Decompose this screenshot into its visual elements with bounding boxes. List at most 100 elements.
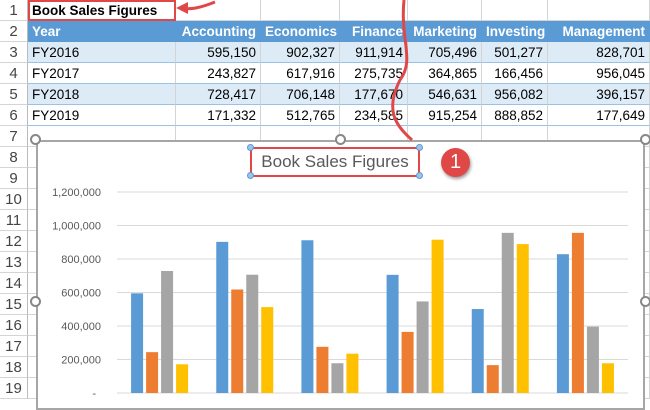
y-tick-label: 1,000,000	[52, 221, 101, 233]
data-cell[interactable]: 902,327	[261, 42, 340, 63]
data-cell[interactable]: 705,496	[408, 42, 482, 63]
y-tick-label: 400,000	[61, 321, 101, 333]
data-cell[interactable]: 728,417	[176, 84, 261, 105]
data-cell[interactable]: 512,765	[261, 105, 340, 126]
bar-fy2016-management[interactable]	[556, 254, 569, 393]
data-cell[interactable]: 956,045	[548, 63, 650, 84]
bar-fy2016-investing[interactable]	[471, 309, 484, 393]
data-cell[interactable]: 171,332	[176, 105, 261, 126]
chart-resize-handle[interactable]	[30, 134, 41, 145]
row-header[interactable]: 1	[0, 0, 28, 21]
row-header[interactable]: 17	[0, 336, 28, 357]
data-cell[interactable]: 617,916	[261, 63, 340, 84]
row-header[interactable]: 10	[0, 189, 28, 210]
data-cell[interactable]: 828,701	[548, 42, 650, 63]
data-cell[interactable]: 177,670	[340, 84, 408, 105]
bar-fy2017-management[interactable]	[571, 232, 584, 393]
row-header[interactable]: 13	[0, 252, 28, 273]
row-header[interactable]: 3	[0, 42, 28, 63]
cell[interactable]	[261, 0, 340, 21]
row-header[interactable]: 16	[0, 315, 28, 336]
row-header[interactable]: 11	[0, 210, 28, 231]
cell[interactable]	[408, 0, 482, 21]
data-cell[interactable]: FY2017	[28, 63, 176, 84]
row-header[interactable]: 18	[0, 357, 28, 378]
bar-fy2018-investing[interactable]	[501, 232, 514, 393]
data-cell[interactable]: 888,852	[482, 105, 548, 126]
cell[interactable]	[482, 0, 548, 21]
title-resize-handle[interactable]	[416, 172, 423, 179]
column-header-cell[interactable]: Economics	[261, 21, 340, 42]
cell[interactable]	[176, 0, 261, 21]
data-cell[interactable]: FY2018	[28, 84, 176, 105]
bar-fy2018-economics[interactable]	[246, 274, 259, 393]
data-cell[interactable]: 166,456	[482, 63, 548, 84]
y-tick-label: 800,000	[61, 254, 101, 266]
data-cell[interactable]: 234,585	[340, 105, 408, 126]
chart-resize-handle[interactable]	[30, 296, 41, 307]
chart-resize-handle[interactable]	[335, 134, 346, 145]
title-resize-handle[interactable]	[416, 144, 423, 151]
row-header[interactable]: 4	[0, 63, 28, 84]
chart-plot: - 200,000 400,000 600,000 800,000 1,000,000 1,…	[52, 187, 628, 400]
row-header[interactable]: 19	[0, 378, 28, 399]
column-header-cell[interactable]: Year	[28, 21, 176, 42]
bar-fy2017-investing[interactable]	[486, 365, 499, 393]
bar-fy2019-accounting[interactable]	[176, 364, 189, 393]
data-cell[interactable]: FY2019	[28, 105, 176, 126]
data-cell[interactable]: 956,082	[482, 84, 548, 105]
bar-fy2016-marketing[interactable]	[386, 274, 399, 393]
bar-fy2019-management[interactable]	[601, 363, 614, 393]
data-cell[interactable]: 364,865	[408, 63, 482, 84]
title-cell-highlight	[28, 0, 176, 21]
bar-fy2018-accounting[interactable]	[161, 270, 174, 393]
step-badge: 1	[441, 148, 470, 177]
data-cell[interactable]: 706,148	[261, 84, 340, 105]
row-header[interactable]: 9	[0, 168, 28, 189]
data-cell[interactable]: 243,827	[176, 63, 261, 84]
bar-fy2019-finance[interactable]	[346, 353, 359, 393]
column-header-cell[interactable]: Finance	[340, 21, 408, 42]
data-cell[interactable]: 177,649	[548, 105, 650, 126]
row-header[interactable]: 7	[0, 126, 28, 147]
bar-fy2016-economics[interactable]	[216, 241, 229, 393]
row-header[interactable]: 6	[0, 105, 28, 126]
row-header[interactable]: 14	[0, 273, 28, 294]
chart-resize-handle[interactable]	[640, 134, 650, 145]
data-cell[interactable]: 501,277	[482, 42, 548, 63]
bar-fy2019-marketing[interactable]	[431, 239, 444, 393]
data-cell[interactable]: 595,150	[176, 42, 261, 63]
chart-title[interactable]: Book Sales Figures	[250, 147, 420, 177]
bar-fy2017-finance[interactable]	[316, 346, 329, 393]
bar-fy2019-investing[interactable]	[516, 244, 529, 393]
row-header[interactable]: 2	[0, 21, 28, 42]
bar-fy2017-marketing[interactable]	[401, 331, 414, 393]
row-header[interactable]: 8	[0, 147, 28, 168]
data-cell[interactable]: FY2016	[28, 42, 176, 63]
bar-fy2018-management[interactable]	[586, 326, 599, 393]
bar-fy2019-economics[interactable]	[261, 307, 274, 393]
bar-fy2017-economics[interactable]	[231, 289, 244, 393]
data-cell[interactable]: 911,914	[340, 42, 408, 63]
row-header[interactable]: 15	[0, 294, 28, 315]
data-cell[interactable]: 275,735	[340, 63, 408, 84]
title-resize-handle[interactable]	[247, 172, 254, 179]
y-tick-label: 200,000	[61, 355, 101, 367]
data-cell[interactable]: 396,157	[548, 84, 650, 105]
bar-fy2017-accounting[interactable]	[146, 352, 159, 393]
column-header-cell[interactable]: Marketing	[408, 21, 482, 42]
bar-fy2016-accounting[interactable]	[131, 293, 144, 393]
row-header[interactable]: 5	[0, 84, 28, 105]
bar-fy2018-finance[interactable]	[331, 363, 344, 393]
row-header[interactable]: 12	[0, 231, 28, 252]
data-cell[interactable]: 915,254	[408, 105, 482, 126]
chart-resize-handle[interactable]	[640, 296, 650, 307]
column-header-cell[interactable]: Investing	[482, 21, 548, 42]
y-tick-label: -	[92, 388, 96, 400]
bar-fy2016-finance[interactable]	[301, 240, 314, 393]
column-header-cell[interactable]: Accounting	[176, 21, 261, 42]
bar-fy2018-marketing[interactable]	[416, 301, 429, 393]
title-resize-handle[interactable]	[247, 144, 254, 151]
data-cell[interactable]: 546,631	[408, 84, 482, 105]
column-header-cell[interactable]: Management	[548, 21, 650, 42]
